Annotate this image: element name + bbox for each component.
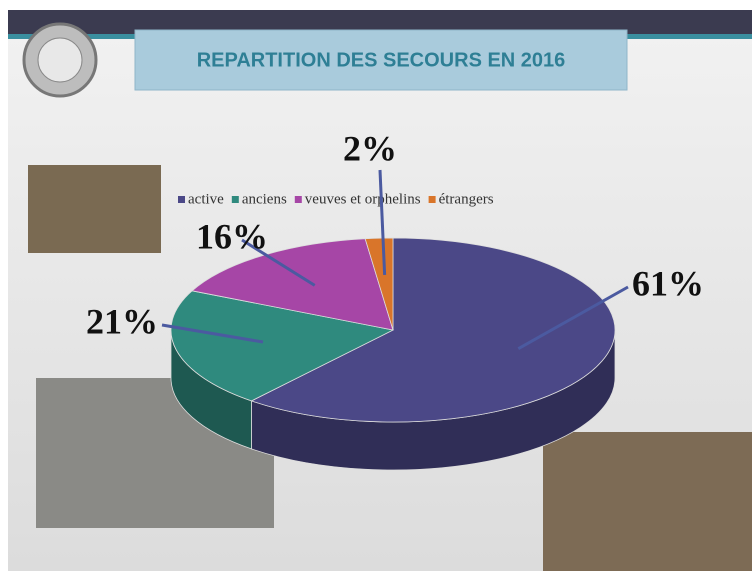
pie-slice: [170, 290, 395, 402]
leader-line: [378, 169, 387, 275]
value-label: 61%: [632, 263, 704, 303]
legend-label: veuves et orphelins: [305, 191, 421, 207]
pie-slice: [191, 238, 394, 331]
legend-label: active: [188, 191, 224, 207]
chart-title: REPARTITION DES SECOURS EN 2016: [197, 49, 566, 71]
legend-label: étrangers: [439, 191, 494, 207]
leader-line: [517, 285, 629, 351]
legend-swatch: [231, 196, 239, 203]
pie-slice: [250, 237, 616, 423]
value-label: 2%: [343, 128, 397, 168]
legend: active anciens veuves et orphelins étranger…: [178, 191, 494, 207]
value-label: 21%: [86, 301, 158, 341]
photo: [28, 165, 161, 253]
leader-line: [161, 323, 264, 344]
legend-label: anciens: [242, 191, 287, 207]
value-labels: 61% 21% 16% 2%: [86, 128, 704, 351]
pie-slice: [364, 237, 394, 331]
pie: [170, 237, 616, 471]
leader-line: [241, 238, 316, 287]
legend-swatch: [428, 196, 436, 203]
legend-swatch: [178, 196, 185, 203]
photo: [543, 432, 752, 571]
title-box: [134, 29, 628, 91]
logo-inner: [37, 37, 83, 83]
legend-swatch: [294, 196, 302, 203]
value-label: 16%: [196, 216, 268, 256]
